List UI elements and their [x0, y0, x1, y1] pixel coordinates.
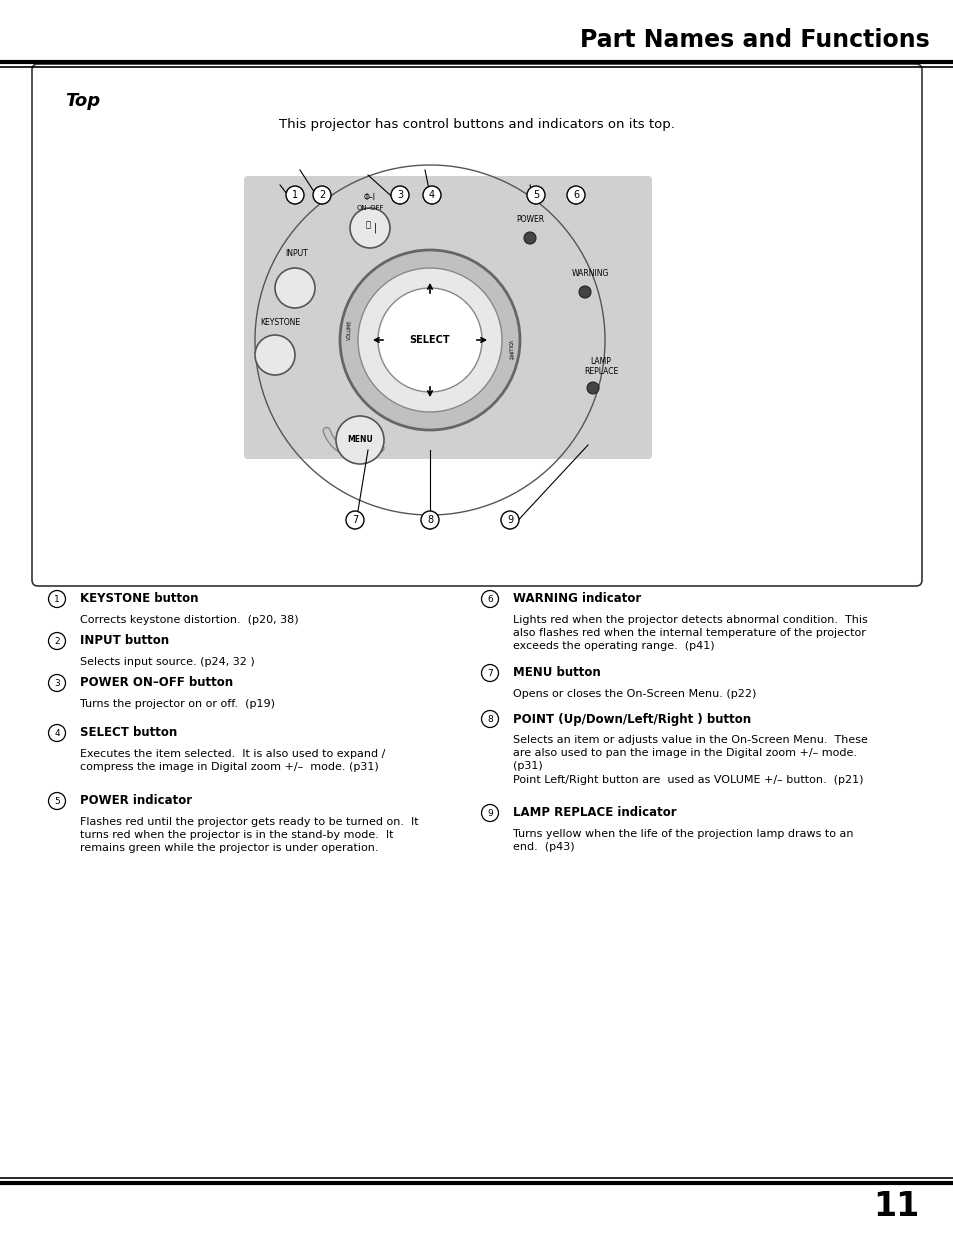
Text: KEYSTONE button: KEYSTONE button [80, 593, 198, 605]
Text: KEYSTONE: KEYSTONE [259, 317, 300, 327]
Text: SELECT button: SELECT button [80, 726, 177, 740]
Text: 7: 7 [352, 515, 357, 525]
Text: WARNING: WARNING [571, 269, 608, 278]
Text: Selects input source. (p24, 32 ): Selects input source. (p24, 32 ) [80, 657, 254, 667]
Text: 4: 4 [429, 190, 435, 200]
Circle shape [566, 186, 584, 204]
Circle shape [481, 710, 498, 727]
Circle shape [49, 674, 66, 692]
Text: LAMP: LAMP [590, 357, 611, 366]
Text: Selects an item or adjusts value in the On-Screen Menu.  These
are also used to : Selects an item or adjusts value in the … [513, 735, 867, 784]
Text: Φ–I: Φ–I [364, 193, 375, 203]
Circle shape [523, 232, 536, 245]
Circle shape [578, 287, 590, 298]
Text: MENU button: MENU button [513, 667, 600, 679]
Text: 4: 4 [54, 729, 60, 737]
Circle shape [481, 664, 498, 682]
Text: MENU: MENU [347, 436, 373, 445]
Text: VOLUME: VOLUME [347, 320, 353, 341]
Text: Lights red when the projector detects abnormal condition.  This
also flashes red: Lights red when the projector detects ab… [513, 615, 867, 651]
Text: Top: Top [65, 91, 100, 110]
Text: INPUT button: INPUT button [80, 635, 169, 647]
Text: Corrects keystone distortion.  (p20, 38): Corrects keystone distortion. (p20, 38) [80, 615, 298, 625]
Text: POWER ON–OFF button: POWER ON–OFF button [80, 677, 233, 689]
Circle shape [481, 804, 498, 821]
Text: 9: 9 [506, 515, 513, 525]
FancyBboxPatch shape [32, 64, 921, 585]
Text: SELECT: SELECT [409, 335, 450, 345]
Text: ⏻: ⏻ [365, 221, 370, 230]
Circle shape [313, 186, 331, 204]
Text: 2: 2 [54, 636, 60, 646]
Text: 3: 3 [54, 678, 60, 688]
Circle shape [346, 511, 364, 529]
Text: LAMP REPLACE indicator: LAMP REPLACE indicator [513, 806, 676, 820]
Text: Part Names and Functions: Part Names and Functions [579, 28, 929, 52]
Circle shape [350, 207, 390, 248]
Text: 1: 1 [54, 594, 60, 604]
Text: Turns the projector on or off.  (p19): Turns the projector on or off. (p19) [80, 699, 274, 709]
Circle shape [254, 335, 294, 375]
Circle shape [49, 793, 66, 809]
Circle shape [422, 186, 440, 204]
Text: 2: 2 [318, 190, 325, 200]
Circle shape [377, 288, 481, 391]
Circle shape [335, 416, 384, 464]
FancyBboxPatch shape [244, 177, 651, 459]
Text: 8: 8 [487, 715, 493, 724]
Circle shape [500, 511, 518, 529]
Circle shape [49, 590, 66, 608]
Circle shape [357, 268, 501, 412]
Text: Opens or closes the On-Screen Menu. (p22): Opens or closes the On-Screen Menu. (p22… [513, 689, 756, 699]
Circle shape [420, 511, 438, 529]
Circle shape [526, 186, 544, 204]
Text: Executes the item selected.  It is also used to expand /
compress the image in D: Executes the item selected. It is also u… [80, 748, 385, 772]
Circle shape [274, 268, 314, 308]
Text: 6: 6 [573, 190, 578, 200]
Text: INPUT: INPUT [285, 249, 308, 258]
Text: Flashes red until the projector gets ready to be turned on.  It
turns red when t: Flashes red until the projector gets rea… [80, 818, 418, 853]
Text: |: | [373, 222, 376, 233]
Text: 5: 5 [54, 797, 60, 805]
Text: Turns yellow when the life of the projection lamp draws to an
end.  (p43): Turns yellow when the life of the projec… [513, 829, 853, 852]
Text: 7: 7 [487, 668, 493, 678]
Text: POWER indicator: POWER indicator [80, 794, 192, 808]
Circle shape [49, 632, 66, 650]
Circle shape [481, 590, 498, 608]
Text: POINT (Up/Down/Left/Right ) button: POINT (Up/Down/Left/Right ) button [513, 713, 750, 725]
Circle shape [49, 725, 66, 741]
Text: WARNING indicator: WARNING indicator [513, 593, 640, 605]
Text: 1: 1 [292, 190, 297, 200]
Text: 3: 3 [396, 190, 402, 200]
Circle shape [339, 249, 519, 430]
Text: 9: 9 [487, 809, 493, 818]
Text: 6: 6 [487, 594, 493, 604]
Text: POWER: POWER [516, 215, 543, 224]
Text: 5: 5 [533, 190, 538, 200]
Text: This projector has control buttons and indicators on its top.: This projector has control buttons and i… [279, 119, 674, 131]
Text: 11: 11 [873, 1191, 919, 1224]
Text: VOLUME: VOLUME [507, 340, 513, 361]
Circle shape [391, 186, 409, 204]
Text: ON–OFF: ON–OFF [355, 205, 383, 211]
Circle shape [586, 382, 598, 394]
Text: 8: 8 [427, 515, 433, 525]
Circle shape [286, 186, 304, 204]
Text: REPLACE: REPLACE [583, 367, 618, 375]
